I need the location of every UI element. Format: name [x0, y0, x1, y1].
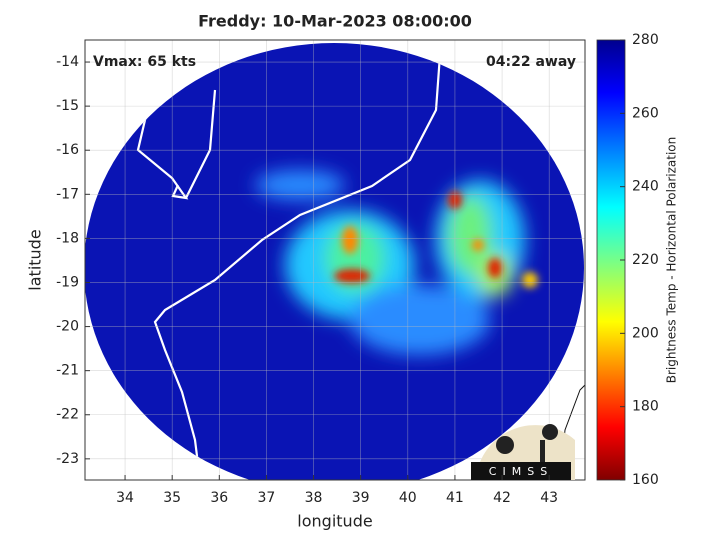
- colorbar-tick-label: 280: [632, 32, 659, 48]
- x-tick-label: 42: [493, 490, 511, 506]
- y-tick-label: -21: [56, 363, 79, 379]
- colorbar-tick-label: 200: [632, 325, 659, 341]
- colorbar-tick-label: 260: [632, 105, 659, 121]
- y-tick-label: -16: [56, 142, 79, 158]
- colorbar-tick-label: 160: [632, 472, 659, 488]
- x-axis-label: longitude: [297, 512, 372, 531]
- annotation: Vmax: 65 kts: [93, 54, 196, 70]
- annotation: 04:22 away: [486, 54, 576, 70]
- x-tick-label: 40: [399, 490, 417, 506]
- logo: CIMSS: [471, 424, 575, 480]
- plot-frame: [84, 39, 586, 481]
- y-tick-label: -18: [56, 230, 79, 246]
- x-tick-label: 41: [446, 490, 464, 506]
- colorbar-tick-label: 240: [632, 179, 659, 195]
- x-tick-label: 34: [116, 490, 134, 506]
- chart-title: Freddy: 10-Mar-2023 08:00:00: [198, 12, 472, 31]
- y-tick-label: -14: [56, 54, 79, 70]
- colorbar-tick-label: 180: [632, 399, 659, 415]
- colorbar-label: Brightness Temp - Horizontal Polarizatio…: [665, 137, 679, 384]
- logo-text: CIMSS: [489, 465, 553, 478]
- y-tick-label: -20: [56, 319, 79, 335]
- image: [85, 43, 585, 480]
- y-axis-label: latitude: [26, 229, 45, 290]
- x-tick-label: 43: [540, 490, 558, 506]
- y-tick-label: -22: [56, 407, 79, 423]
- x-tick-label: 35: [163, 490, 181, 506]
- x-tick-label: 39: [352, 490, 370, 506]
- y-tick-label: -15: [56, 98, 79, 114]
- x-tick-label: 38: [305, 490, 323, 506]
- y-tick-label: -17: [56, 186, 79, 202]
- x-tick-label: 36: [210, 490, 228, 506]
- y-tick-label: -23: [56, 451, 79, 467]
- colorbar-tick-label: 220: [632, 252, 659, 268]
- x-tick-label: 37: [258, 490, 276, 506]
- y-tick-label: -19: [56, 274, 79, 290]
